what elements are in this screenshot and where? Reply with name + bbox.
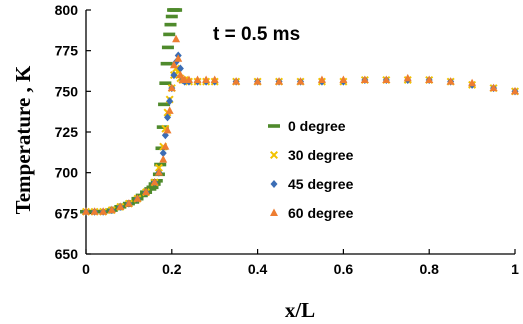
time-annotation: t = 0.5 ms [213,24,300,45]
legend: 0 degree 30 degree 45 degree 60 degree [268,118,354,221]
data-point [146,185,159,190]
data-point [317,75,326,83]
data-point [99,207,108,215]
data-point [165,14,178,19]
legend-marker [269,150,279,160]
data-point [124,199,133,207]
data-point [158,102,171,107]
x-axis-title: x/L [285,298,315,322]
data-point [382,75,391,83]
x-marker-stroke [269,150,279,160]
data-point [159,155,168,163]
data-point [170,71,178,80]
data-point [82,207,90,215]
data-point [160,61,173,66]
legend-item-30-degree: 30 degree [269,147,354,163]
legend-marker [268,124,280,128]
x-tick-label: 0.8 [419,261,439,277]
data-point [403,73,412,82]
data-point [142,187,151,196]
data-point [511,86,519,95]
plot-area [80,8,520,216]
data-point [154,168,163,176]
data-point [159,81,172,85]
data-point [154,162,167,167]
data-point [164,113,172,122]
data-point [164,22,177,27]
legend-label: 45 degree [288,176,354,192]
data-point [135,193,148,198]
legend-label: 60 degree [288,205,354,221]
data-point [127,200,140,204]
data-point [150,177,159,186]
data-point [90,207,99,215]
legend-item-0-degree: 0 degree [268,118,346,134]
x-tick-label: 0 [82,261,90,277]
data-point [275,77,284,85]
data-point [165,106,174,114]
y-tick-label: 775 [55,43,79,59]
data-point [253,77,262,85]
series-60-degree [82,34,519,215]
data-point [154,163,163,172]
legend-label: 30 degree [288,147,354,163]
x-tick-label: 1 [511,261,519,277]
x-tick-label: 0.2 [162,261,182,277]
data-point [360,75,369,83]
data-point [176,64,184,73]
data-point [107,205,116,214]
y-tick-label: 650 [55,246,79,262]
y-axis-title: Temperature , K [11,65,35,214]
y-tick-label: 725 [55,124,79,140]
data-point [166,97,174,106]
data-point [193,75,202,83]
data-point [468,78,477,87]
data-point [232,77,241,85]
data-point [167,83,176,92]
data-point [170,8,183,12]
x-tick-label: 0.4 [248,261,268,277]
data-point [210,75,219,83]
data-point [172,34,181,43]
data-point [339,75,348,83]
data-point [161,142,170,150]
y-tick-label: 750 [55,83,79,99]
y-tick-label: 800 [55,2,79,18]
legend-item-60-degree: 60 degree [270,205,354,221]
data-point [169,60,178,69]
x-tick-label: 0.6 [334,261,354,277]
y-tick-label: 700 [55,165,79,181]
data-point [425,75,434,83]
y-tick-label: 675 [55,205,79,221]
legend-label: 0 degree [288,118,346,134]
data-point [174,54,183,62]
x-marker-stroke [154,163,163,172]
data-point [116,202,125,210]
data-point [163,32,176,37]
data-point [446,77,455,85]
data-point [133,194,142,202]
axes: 650 675 700 725 750 775 800 0 0.2 0.4 0.6 0.8 1 [55,2,519,277]
data-point [163,125,172,134]
legend-marker [270,208,278,216]
data-point [184,75,193,83]
legend-marker [270,180,278,188]
data-point [161,45,174,50]
data-point [202,75,211,83]
legend-item-45-degree: 45 degree [270,176,354,192]
data-point [296,77,305,85]
data-point [489,83,498,92]
data-point [159,149,167,158]
